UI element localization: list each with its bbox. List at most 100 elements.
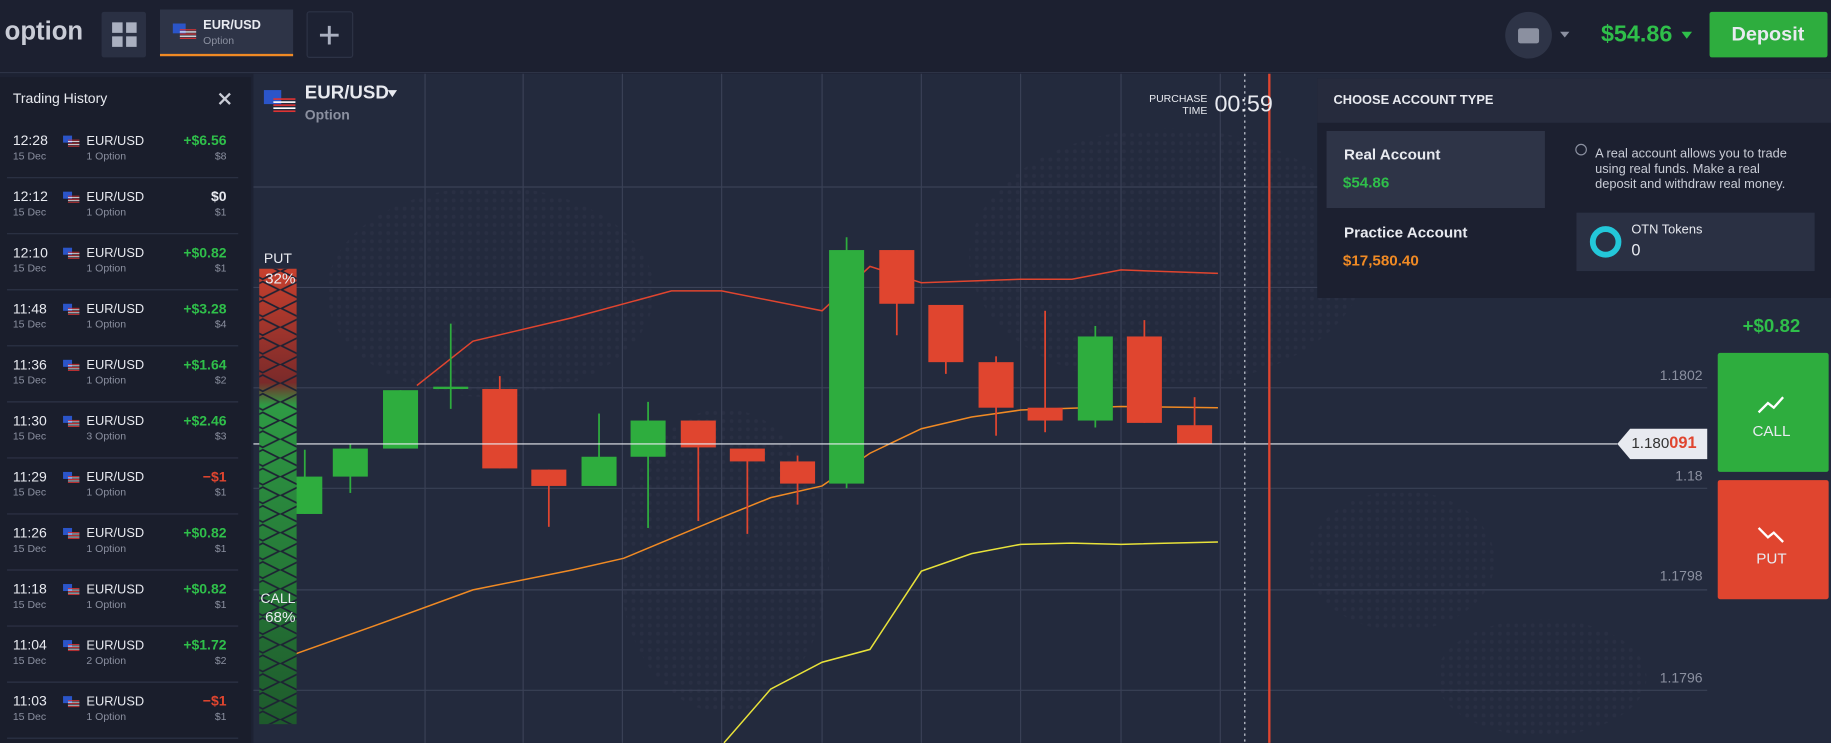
date: 15 Dec [13, 431, 46, 443]
result: +$2.46 [183, 412, 226, 428]
flag-stripe [67, 313, 80, 315]
history-row[interactable] [0, 570, 251, 625]
balance[interactable]: $54.86 [1601, 20, 1672, 46]
flag-stripe [67, 700, 80, 702]
current-price: 1.180091 [1631, 434, 1696, 452]
flag-stripe [273, 110, 296, 113]
stake: $1 [215, 543, 227, 555]
flag-stripe [67, 363, 80, 365]
history-row[interactable] [0, 122, 251, 177]
history-item[interactable]: 11:36 15 Dec EUR/USD 1 Option +$1.64 $2 [0, 346, 251, 403]
time: 11:03 [13, 693, 47, 709]
menu-icon [112, 22, 137, 47]
call-button[interactable] [1717, 352, 1829, 472]
flag-stripe [67, 533, 80, 535]
flag-stripe [67, 532, 80, 533]
history-item[interactable]: 11:18 15 Dec EUR/USD 1 Option +$0.82 $1 [0, 570, 251, 627]
flag-stripe [67, 257, 80, 259]
flag-stripe [67, 197, 80, 199]
call-button-label[interactable]: CALL [1752, 423, 1790, 440]
result: +$0.82 [183, 244, 226, 260]
stake: $1 [215, 599, 227, 611]
put-button-label[interactable]: PUT [1756, 551, 1786, 568]
flag-stripe [67, 312, 80, 314]
time: 11:36 [13, 356, 47, 372]
history-row[interactable] [0, 346, 251, 401]
account-name[interactable]: Practice Account [1344, 225, 1467, 242]
candle-body [680, 420, 716, 448]
flag-stripe [67, 310, 80, 312]
deposit-label[interactable]: Deposit [1732, 23, 1805, 45]
flag-eu [63, 696, 73, 704]
flag [63, 191, 80, 203]
option-count: 3 Option [86, 431, 126, 443]
price-level: 1.1798 [1660, 568, 1703, 584]
time: 11:04 [13, 637, 47, 653]
flag-stripe [67, 309, 80, 311]
balance-dropdown[interactable] [1681, 31, 1693, 39]
history-item[interactable]: 11:48 15 Dec EUR/USD 1 Option +$3.28 $4 [0, 290, 251, 347]
deposit-button[interactable] [1709, 11, 1828, 58]
candle-body [630, 420, 666, 457]
call-icon [1757, 396, 1784, 414]
history-item[interactable]: 11:03 15 Dec EUR/USD 1 Option −$1 $1 [0, 682, 251, 739]
close-button[interactable] [218, 92, 231, 105]
history-row[interactable] [0, 290, 251, 345]
history-row[interactable] [0, 402, 251, 457]
flag-stripe [67, 254, 80, 256]
put-icon [1757, 527, 1784, 543]
history-item[interactable]: 12:28 15 Dec EUR/USD 1 Option +$6.56 $8 [0, 122, 251, 179]
history-row[interactable] [0, 234, 251, 289]
logo[interactable]: option [5, 18, 83, 46]
otn-name: OTN Tokens [1631, 222, 1702, 237]
price-level: 1.18 [1675, 467, 1702, 483]
flag-eu [63, 527, 73, 535]
option-count: 1 Option [86, 543, 126, 555]
result: +$1.72 [183, 637, 226, 653]
camera-icon [1518, 28, 1540, 44]
asset-name[interactable]: EUR/USD [305, 82, 389, 103]
history-item[interactable]: 12:12 15 Dec EUR/USD 1 Option $0 $1 [0, 178, 251, 235]
history-item[interactable]: 11:30 15 Dec EUR/USD 3 Option +$2.46 $3 [0, 402, 251, 459]
flag-stripe [67, 424, 80, 426]
stake: $3 [215, 431, 227, 443]
menu-button[interactable] [101, 11, 146, 58]
current-price-digits: 091 [1669, 434, 1696, 452]
history-row[interactable] [0, 178, 251, 233]
history-item[interactable]: 12:10 15 Dec EUR/USD 1 Option +$0.82 $1 [0, 234, 251, 291]
candle-body [1027, 407, 1063, 421]
flag-stripe [67, 592, 80, 594]
flag-stripe [67, 588, 80, 589]
flag-eu [63, 640, 73, 648]
pair: EUR/USD [86, 245, 144, 260]
date: 15 Dec [13, 655, 46, 667]
flag-stripe [273, 98, 296, 100]
history-item[interactable]: 11:04 15 Dec EUR/USD 2 Option +$1.72 $2 [0, 626, 251, 683]
history-row[interactable] [0, 626, 251, 681]
option-count: 1 Option [86, 599, 126, 611]
history-item[interactable]: 11:26 15 Dec EUR/USD 1 Option +$0.82 $1 [0, 514, 251, 571]
candle-body [1177, 425, 1213, 444]
history-item[interactable]: 11:29 15 Dec EUR/USD 1 Option −$1 $1 [0, 458, 251, 515]
history-row[interactable] [0, 682, 251, 737]
tab-pair[interactable]: EUR/USD [203, 17, 261, 32]
flag-stripe [67, 253, 80, 255]
put-button[interactable] [1717, 480, 1829, 600]
time: 11:26 [13, 525, 47, 541]
date: 15 Dec [13, 375, 46, 387]
history-row[interactable] [0, 514, 251, 569]
flag-stripe [67, 365, 80, 367]
stake: $4 [215, 319, 227, 331]
flag-eu [63, 247, 73, 255]
pair: EUR/USD [86, 189, 144, 204]
screenshot-dropdown[interactable] [1560, 31, 1570, 38]
time: 11:30 [13, 412, 47, 428]
real-account[interactable] [1326, 130, 1545, 209]
trading-history [0, 77, 252, 743]
history-row[interactable] [0, 458, 251, 513]
asset-dropdown[interactable] [387, 90, 398, 98]
call-label: CALL [260, 590, 295, 606]
account-name[interactable]: Real Account [1344, 146, 1440, 163]
